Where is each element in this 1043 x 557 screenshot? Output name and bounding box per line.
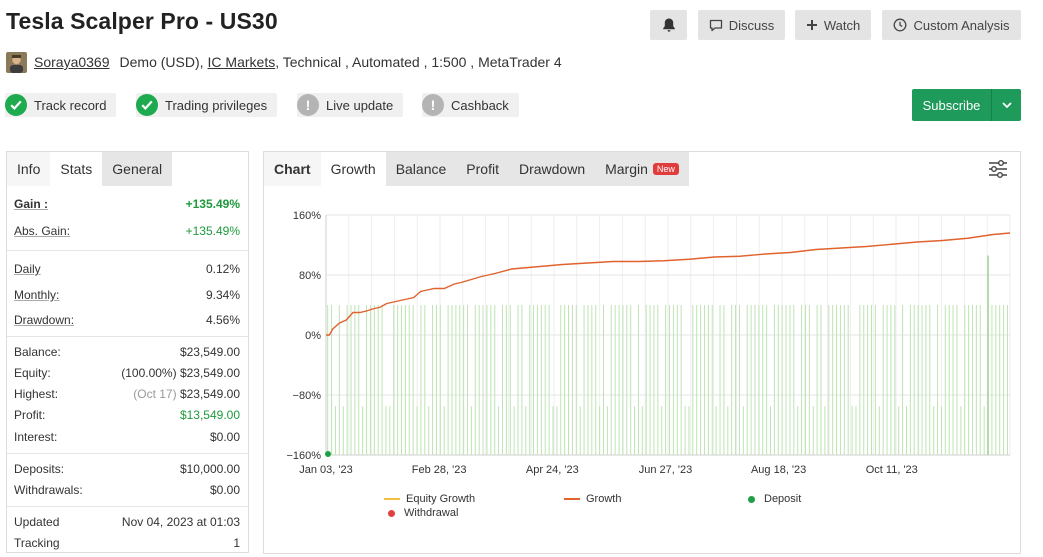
- stats-panel: Info Stats General Gain : +135.49% Abs. …: [6, 151, 249, 553]
- stat-abs-gain: Abs. Gain: +135.49%: [14, 224, 240, 238]
- live-update-badge[interactable]: ! Live update: [297, 93, 404, 117]
- discuss-label: Discuss: [728, 17, 775, 33]
- divider: [7, 250, 248, 251]
- watch-label: Watch: [823, 17, 861, 33]
- discuss-button[interactable]: Discuss: [698, 10, 785, 40]
- bell-icon: [662, 18, 675, 32]
- stat-highest: Highest: (Oct 17) $23,549.00: [14, 387, 240, 401]
- stat-interest: Interest: $0.00: [14, 430, 240, 444]
- stat-withdrawals: Withdrawals: $0.00: [14, 483, 240, 497]
- legend-dot-icon: [748, 495, 755, 503]
- exclamation-icon: !: [297, 94, 319, 116]
- clock-icon: [894, 18, 907, 32]
- tab-margin-label: Margin: [605, 161, 648, 177]
- legend-withdrawal[interactable]: Withdrawal: [388, 507, 458, 519]
- exclamation-icon: !: [422, 94, 444, 116]
- account-type: Demo (USD),: [119, 54, 204, 70]
- highest-value: $23,549.00: [179, 387, 240, 401]
- x-tick-label: Aug 18, '23: [751, 464, 806, 476]
- custom-analysis-label: Custom Analysis: [913, 17, 1010, 33]
- check-icon: [5, 94, 27, 116]
- system-details: , Technical , Automated , 1:500 , MetaTr…: [275, 54, 562, 70]
- x-tick-label: Jun 27, '23: [639, 464, 692, 476]
- chevron-down-icon[interactable]: [992, 101, 1021, 109]
- tab-chart[interactable]: Chart: [264, 152, 321, 186]
- chat-icon: [709, 19, 722, 31]
- notification-button[interactable]: [650, 10, 687, 40]
- check-icon: [136, 94, 158, 116]
- x-tick-label: Feb 28, '23: [412, 464, 467, 476]
- stat-monthly: Monthly: 9.34%: [14, 288, 240, 302]
- trading-privileges-badge[interactable]: Trading privileges: [136, 93, 278, 117]
- y-tick-label: −160%: [286, 450, 321, 462]
- tab-general[interactable]: General: [102, 152, 173, 186]
- chart-tabs: Chart Growth Balance Profit Drawdown Mar…: [264, 152, 689, 186]
- x-tick-label: Apr 24, '23: [526, 464, 579, 476]
- divider: [7, 336, 248, 337]
- tab-info[interactable]: Info: [7, 152, 51, 186]
- custom-analysis-button[interactable]: Custom Analysis: [882, 10, 1021, 40]
- stat-gain: Gain : +135.49%: [14, 197, 240, 211]
- badge-label: Trading privileges: [165, 97, 268, 113]
- legend-equity-growth[interactable]: Equity Growth: [384, 493, 475, 505]
- avatar[interactable]: [6, 51, 27, 73]
- stat-updated: Updated Nov 04, 2023 at 01:03: [14, 515, 240, 529]
- tab-margin[interactable]: Margin New: [595, 152, 689, 186]
- equity-value: $23,549.00: [179, 366, 240, 380]
- tab-drawdown[interactable]: Drawdown: [508, 152, 596, 186]
- stat-equity: Equity: (100.00%) $23,549.00: [14, 366, 240, 380]
- page-title: Tesla Scalper Pro - US30: [6, 8, 278, 34]
- deposit-marker: [325, 451, 331, 457]
- stat-tracking: Tracking 1: [14, 536, 240, 550]
- badge-label: Cashback: [451, 97, 509, 113]
- chart-panel: Chart Growth Balance Profit Drawdown Mar…: [263, 151, 1021, 554]
- subscribe-divider: [991, 89, 992, 121]
- watch-button[interactable]: Watch: [795, 10, 871, 40]
- tab-balance[interactable]: Balance: [385, 152, 457, 186]
- new-badge: New: [652, 163, 679, 175]
- y-tick-label: 160%: [293, 210, 321, 222]
- subscribe-button[interactable]: Subscribe: [912, 89, 1021, 121]
- divider: [7, 506, 248, 507]
- y-tick-label: −80%: [293, 390, 322, 402]
- system-meta: Soraya0369 Demo (USD), IC Markets , Tech…: [6, 51, 562, 73]
- legend-line-icon: [384, 498, 400, 500]
- track-record-badge[interactable]: Track record: [5, 93, 117, 117]
- growth-line: [326, 232, 1011, 336]
- stat-drawdown: Drawdown: 4.56%: [14, 313, 240, 327]
- highest-date: (Oct 17): [133, 387, 177, 401]
- tab-stats[interactable]: Stats: [50, 152, 103, 186]
- growth-chart[interactable]: 160% 80% 0% −80% −160% Jan 03, '23 Feb 28, '23…: [264, 186, 1020, 554]
- tab-growth[interactable]: Growth: [320, 152, 386, 186]
- stat-profit: Profit: $13,549.00: [14, 408, 240, 422]
- broker-link[interactable]: IC Markets: [207, 54, 276, 70]
- x-tick-label: Oct 11, '23: [866, 464, 918, 476]
- legend-growth[interactable]: Growth: [564, 493, 621, 505]
- legend-line-icon: [564, 498, 580, 500]
- badge-label: Track record: [34, 97, 107, 113]
- stat-daily: Daily 0.12%: [14, 262, 240, 276]
- y-tick-label: 80%: [299, 270, 321, 282]
- subscribe-label: Subscribe: [922, 97, 981, 113]
- cashback-badge[interactable]: ! Cashback: [422, 93, 519, 117]
- divider: [7, 453, 248, 454]
- equity-percent: (100.00%): [121, 366, 177, 380]
- sliders-icon[interactable]: [988, 160, 1008, 178]
- legend-deposit[interactable]: Deposit: [748, 493, 801, 505]
- stat-balance: Balance: $23,549.00: [14, 345, 240, 359]
- stat-deposits: Deposits: $10,000.00: [14, 462, 240, 476]
- stats-tabs: Info Stats General: [7, 152, 173, 186]
- y-tick-label: 0%: [305, 330, 321, 342]
- plus-icon: [806, 20, 817, 30]
- tab-profit[interactable]: Profit: [456, 152, 509, 186]
- legend-dot-icon: [388, 509, 395, 517]
- username-link[interactable]: Soraya0369: [34, 54, 110, 70]
- badge-label: Live update: [326, 97, 394, 113]
- x-tick-label: Jan 03, '23: [299, 464, 352, 476]
